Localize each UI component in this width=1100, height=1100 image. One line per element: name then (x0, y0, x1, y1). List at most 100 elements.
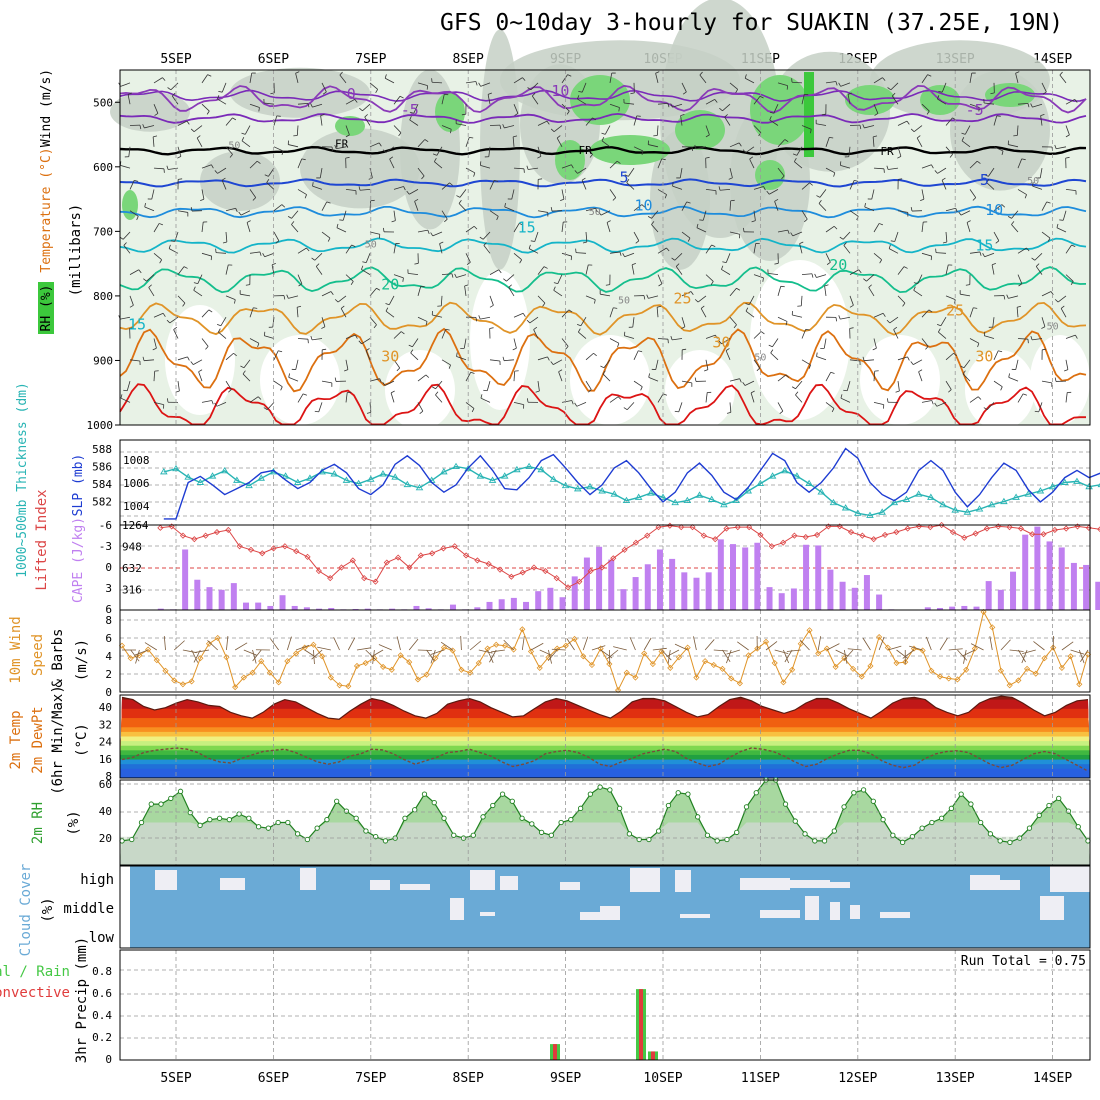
rh-point (1056, 795, 1062, 802)
wind-barb (1041, 317, 1046, 327)
wind-barb (123, 245, 131, 254)
wind-barb-flag (907, 356, 910, 361)
wind-barb (489, 210, 499, 217)
thickness-point (695, 491, 704, 498)
wind-barb-flag (1006, 294, 1009, 299)
wind-barb (436, 146, 443, 156)
rh-point (685, 791, 691, 797)
wind-barb-flag (872, 347, 877, 351)
wind-barb (153, 338, 157, 349)
lifted-index-point (429, 550, 436, 557)
lifted-index-point (870, 536, 877, 543)
wind-barb (318, 402, 323, 412)
thickness-point (391, 473, 399, 480)
wind-barb-flag (1071, 244, 1076, 248)
cape-bar (425, 608, 432, 610)
wind-barb-flag (307, 103, 310, 108)
wind-barb-flag (690, 291, 694, 296)
wind-speed-tick-label: 4 (105, 650, 112, 663)
wind-barb (795, 380, 803, 390)
wind-barb (864, 206, 875, 212)
wind-barb-flag (228, 389, 232, 393)
wind-barb-flag (450, 129, 452, 134)
wind-barb-flag (735, 89, 739, 93)
rh-point (880, 817, 886, 823)
wind-barb (390, 392, 395, 403)
date-label-top: 14SEP (1033, 52, 1072, 67)
lifted-index-point (372, 578, 379, 585)
wind-speed-point (989, 624, 996, 631)
lifted-index-point (508, 573, 515, 580)
wind-barb-flag (366, 411, 371, 414)
wind-barb (561, 400, 572, 403)
wind-barb (1017, 274, 1023, 284)
wind-barb (585, 207, 596, 212)
cloud-cover-block (1000, 880, 1020, 890)
wind-barb (1041, 82, 1047, 93)
wind-barb (940, 317, 947, 326)
wind-barb (655, 73, 659, 84)
wind-barb-flag (681, 326, 686, 329)
wind-barb (705, 189, 716, 192)
wind-barb-flag (550, 361, 554, 365)
wind-barb (369, 82, 378, 90)
date-label-bottom: 14SEP (1033, 1071, 1072, 1086)
wind-barb (297, 274, 303, 284)
wind-barb (561, 338, 569, 347)
wind-barb-flag (672, 182, 674, 187)
wind-speed-tick-label: 8 (105, 614, 112, 627)
wind-barb (984, 102, 995, 105)
wind-speed-point (397, 652, 404, 659)
wind-barb (513, 77, 523, 84)
wind-barb-flag (931, 164, 934, 169)
wind-barb-flag (390, 390, 395, 394)
rh-point (187, 809, 193, 816)
wind-barb-flag (526, 398, 529, 403)
wind-barb-flag (687, 237, 691, 242)
cape-bar (803, 544, 810, 610)
wind-speed-point (493, 641, 500, 648)
wind-barb (393, 274, 404, 279)
thickness-point (476, 472, 485, 479)
wind-barb (945, 207, 956, 212)
wind-barb (1065, 392, 1068, 403)
wind-barb-flag (475, 317, 478, 322)
lifted-index-point (383, 559, 390, 566)
wind-barb (848, 146, 851, 157)
wind-barb-flag (129, 327, 134, 329)
cape-bar (1010, 571, 1017, 610)
rh-point (753, 790, 759, 796)
thickness-point (793, 472, 801, 479)
rh-gray-blob (110, 91, 190, 132)
panel-frame (119, 694, 1091, 779)
surface-wind-barb (722, 649, 731, 662)
wind-barb (148, 287, 155, 297)
isotherm-label: 20 (381, 275, 399, 293)
lifted-index-point (949, 529, 957, 536)
wind-barb-flag (558, 369, 563, 373)
surface-wind-barb (643, 637, 652, 651)
wind-barb-flag (454, 273, 457, 278)
wind-barb-flag (619, 251, 622, 256)
wind-barb-flag (874, 113, 879, 116)
wind-barb-flag (331, 146, 334, 151)
wind-barb (1065, 359, 1069, 370)
wind-barb-flag (153, 135, 158, 138)
wind-barb (364, 116, 371, 126)
surface-wind-barb (347, 637, 356, 651)
surface-wind-barb (963, 649, 967, 664)
rh-gray-blob (230, 67, 370, 118)
wind-speed-point (414, 676, 421, 683)
wind-barb-flag (355, 334, 358, 339)
wind-barb (177, 120, 188, 126)
thickness-point (963, 508, 972, 515)
wind-speed-point (710, 661, 717, 669)
wind-barb-flag (630, 92, 635, 95)
isotherm-label: 15 (518, 219, 536, 237)
wind-barb (152, 136, 155, 147)
wind-barb (201, 222, 204, 233)
wind-barb (633, 146, 644, 152)
wind-barb-flag (139, 125, 142, 130)
isotherm--5 (119, 112, 1087, 124)
rh-point (382, 838, 389, 844)
